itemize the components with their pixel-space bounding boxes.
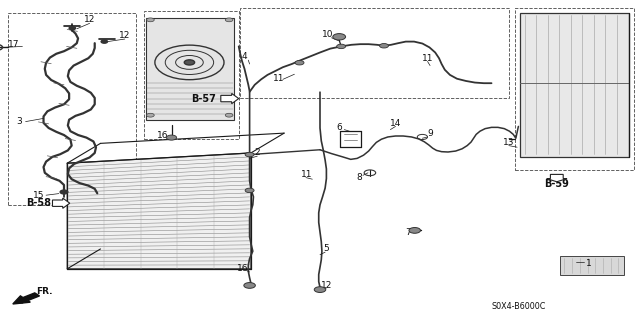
Circle shape [314,287,326,292]
Text: FR.: FR. [36,287,53,296]
Text: 10: 10 [322,30,333,39]
Text: B-58: B-58 [26,198,51,208]
Bar [8,13,136,205]
Circle shape [225,18,233,22]
Text: 11: 11 [422,54,433,63]
Bar [520,13,629,157]
Text: S0X4-B6000C: S0X4-B6000C [492,302,545,311]
Polygon shape [547,174,567,182]
Circle shape [147,18,154,22]
Text: 9: 9 [428,129,433,138]
Text: 16: 16 [157,132,169,140]
Text: 7: 7 [406,228,411,237]
Text: 17: 17 [8,40,20,49]
Text: 3: 3 [17,117,22,126]
Text: 16: 16 [237,264,249,273]
Text: 14: 14 [390,119,401,128]
FancyArrow shape [13,293,40,304]
Circle shape [60,190,68,194]
Text: 2: 2 [255,148,260,157]
Text: 11: 11 [273,74,284,83]
Text: 15: 15 [33,191,44,200]
Bar [144,11,239,139]
Text: B-59: B-59 [545,179,569,189]
Text: 13: 13 [503,138,515,147]
Circle shape [337,44,346,49]
Circle shape [245,188,254,193]
Circle shape [147,113,154,117]
Circle shape [244,283,255,288]
Text: 12: 12 [119,31,131,40]
Circle shape [295,60,304,65]
Bar [240,8,509,98]
Text: 11: 11 [301,170,313,179]
Polygon shape [221,93,239,104]
Circle shape [225,113,233,117]
Text: 12: 12 [84,15,95,24]
Circle shape [409,228,420,233]
Text: 1: 1 [586,260,591,268]
Text: B-57: B-57 [191,93,216,104]
Circle shape [380,44,388,48]
Polygon shape [52,198,70,208]
Text: 6: 6 [337,124,342,132]
Text: 8: 8 [357,173,362,182]
Text: 4: 4 [242,52,247,61]
Text: 5: 5 [324,244,329,253]
Circle shape [166,135,177,140]
Circle shape [333,34,346,40]
Circle shape [184,60,195,65]
Circle shape [101,40,108,43]
Bar [146,18,234,120]
Bar [515,8,634,170]
Polygon shape [67,153,251,269]
Bar [560,256,624,275]
Text: 12: 12 [321,281,332,290]
Circle shape [69,27,76,30]
Circle shape [245,152,254,157]
